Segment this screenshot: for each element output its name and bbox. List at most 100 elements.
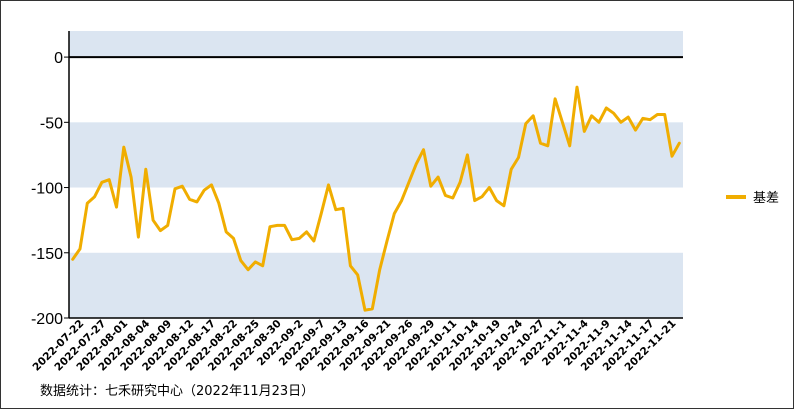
data-point: [342, 207, 344, 210]
data-point: [576, 86, 578, 88]
data-point: [612, 112, 615, 115]
data-point: [144, 168, 147, 171]
data-source-note: 数据统计：七禾研究中心（2022年11月23日）: [40, 384, 315, 399]
data-point: [539, 142, 542, 145]
data-point: [481, 195, 483, 198]
data-point: [620, 121, 622, 124]
data-point: [415, 163, 418, 166]
data-point: [554, 97, 556, 100]
data-point: [598, 121, 600, 124]
data-point: [320, 212, 323, 215]
data-point: [298, 237, 301, 240]
data-point: [400, 199, 403, 202]
data-point: [422, 148, 425, 151]
series-line-basis: [71, 85, 681, 312]
data-point: [641, 117, 644, 120]
data-point: [159, 229, 162, 232]
data-point: [371, 308, 374, 310]
legend-label: 基差: [753, 191, 779, 206]
data-point: [232, 237, 235, 240]
data-point: [283, 224, 286, 227]
data-point: [386, 240, 388, 242]
data-point: [181, 185, 184, 188]
data-point: [408, 181, 410, 184]
data-point: [254, 261, 257, 263]
y-axis: 0 -50 -100 -150 -200: [31, 31, 683, 328]
data-point: [108, 178, 111, 181]
data-point: [649, 118, 651, 121]
data-point: [393, 212, 396, 215]
data-point: [356, 274, 359, 276]
legend: 基差: [726, 191, 779, 206]
data-point: [327, 184, 330, 186]
data-point: [137, 236, 140, 239]
data-point: [276, 224, 279, 227]
series-layer: [71, 85, 681, 312]
data-point: [671, 155, 673, 158]
data-point: [261, 264, 264, 267]
y-tick-label: -100: [31, 181, 63, 198]
data-point: [583, 130, 586, 133]
data-point: [503, 204, 505, 207]
data-point: [174, 187, 176, 190]
data-point: [239, 259, 242, 262]
data-point: [488, 186, 491, 189]
data-point: [459, 181, 461, 184]
data-point: [188, 198, 191, 201]
y-tick-label: 0: [54, 50, 63, 67]
data-point: [93, 195, 96, 198]
band-rect: [69, 122, 683, 188]
data-point: [196, 201, 198, 203]
y-tick-label: -50: [40, 115, 63, 132]
data-point: [210, 184, 213, 186]
data-point: [86, 202, 89, 205]
data-point: [247, 268, 250, 271]
background-bands: [69, 31, 683, 318]
data-point: [115, 206, 118, 209]
data-point: [378, 268, 381, 271]
data-point: [269, 225, 271, 228]
data-point: [349, 264, 352, 267]
data-point: [305, 231, 308, 233]
data-point: [334, 208, 337, 211]
data-point: [605, 107, 608, 109]
data-point: [291, 238, 293, 241]
data-point: [166, 224, 169, 227]
data-point: [130, 176, 133, 179]
data-point: [466, 154, 469, 156]
y-tick-label: -200: [31, 311, 63, 328]
data-point: [444, 194, 447, 197]
data-point: [152, 219, 155, 222]
data-point: [678, 142, 681, 145]
data-point: [364, 309, 366, 312]
data-point: [451, 197, 454, 199]
data-point: [532, 114, 535, 117]
band-rect: [69, 31, 683, 58]
data-point: [561, 121, 564, 124]
data-point: [656, 113, 659, 116]
data-point: [495, 199, 498, 202]
data-point: [568, 144, 571, 147]
data-point: [663, 113, 666, 116]
y-tick-label: -150: [31, 246, 63, 263]
data-point: [203, 189, 206, 192]
data-point: [122, 146, 125, 149]
data-point: [437, 176, 439, 179]
data-point: [71, 258, 74, 261]
data-point: [510, 168, 513, 171]
data-point: [634, 129, 637, 132]
data-point: [590, 114, 593, 117]
data-point: [217, 202, 220, 205]
data-point: [101, 181, 103, 184]
x-axis: 2022-07-222022-07-272022-08-012022-08-04…: [30, 318, 678, 374]
data-point: [627, 116, 630, 118]
data-point: [313, 240, 315, 242]
data-point: [546, 144, 549, 147]
data-point: [79, 248, 81, 250]
data-point: [517, 156, 520, 159]
data-point: [225, 231, 228, 233]
data-point: [473, 199, 476, 202]
data-point: [524, 122, 527, 125]
